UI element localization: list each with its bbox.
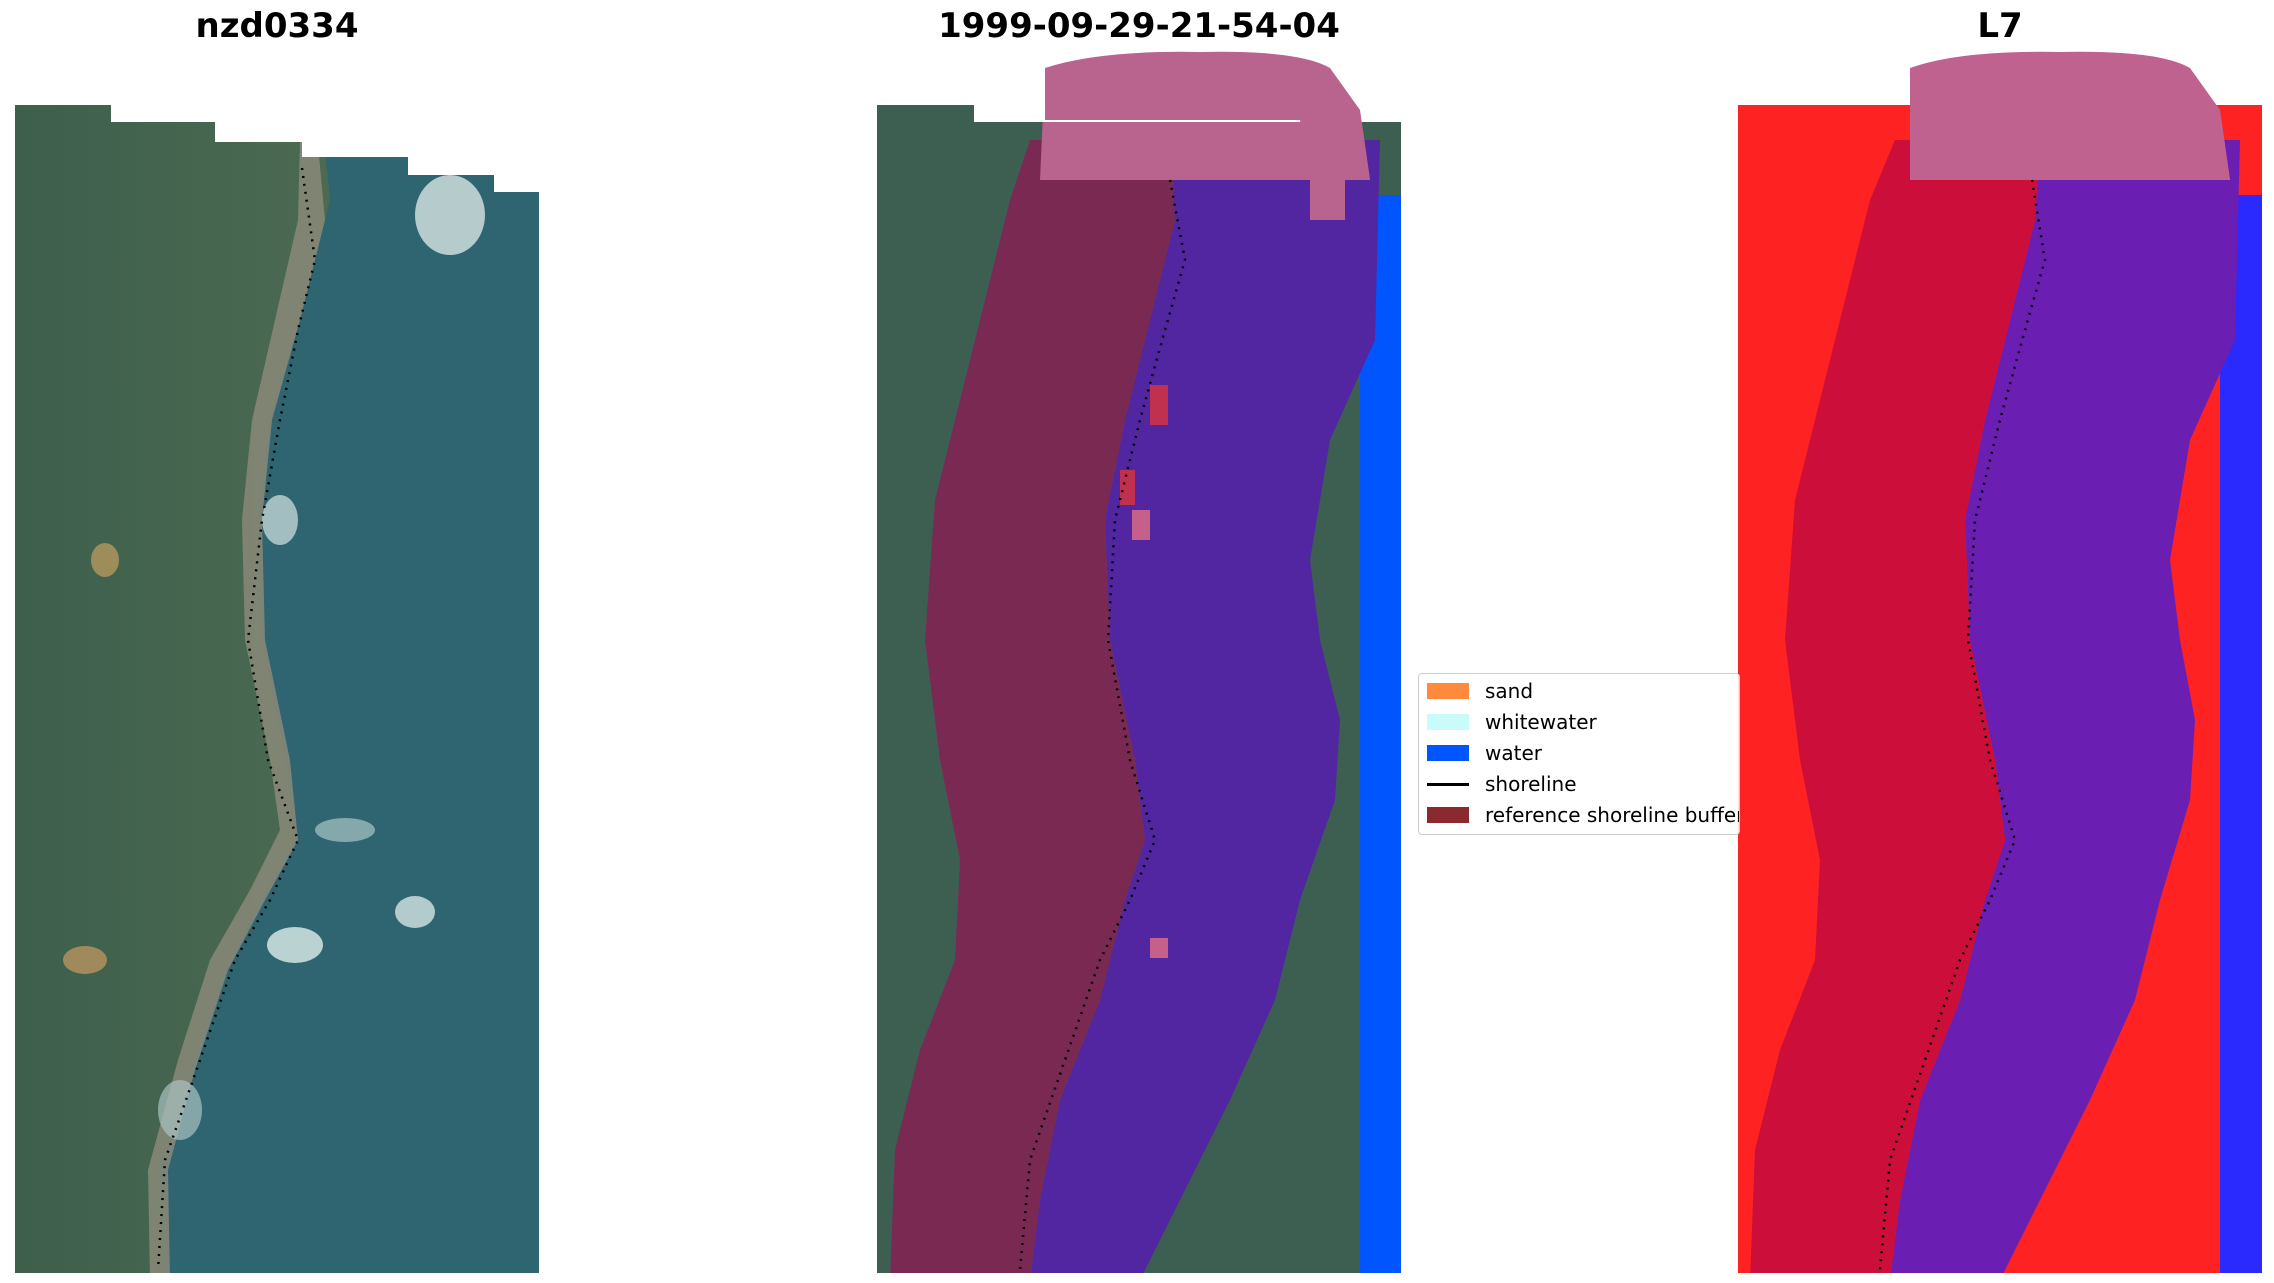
classified-image xyxy=(877,105,1401,1273)
shoreline-swatch xyxy=(1427,782,1469,786)
l7-image xyxy=(1738,105,2262,1273)
panel-title-rgb: nzd0334 xyxy=(195,6,359,46)
legend-label: water xyxy=(1485,741,1542,765)
whitewater-swatch xyxy=(1427,714,1469,730)
legend-item-whitewater: whitewater xyxy=(1427,707,1597,737)
legend-item-reference-buffer: reference shoreline buffer xyxy=(1427,800,1740,830)
legend-item-shoreline: shoreline xyxy=(1427,769,1577,799)
legend-label: whitewater xyxy=(1485,710,1597,734)
water-swatch xyxy=(1427,745,1469,761)
legend-item-sand: sand xyxy=(1427,676,1533,706)
panel-title-classified: 1999-09-29-21-54-04 xyxy=(938,6,1340,46)
legend-item-water: water xyxy=(1427,738,1542,768)
rgb-image xyxy=(15,105,539,1273)
legend-label: sand xyxy=(1485,679,1534,703)
legend-label: shoreline xyxy=(1485,772,1577,796)
legend-label: reference shoreline buffer xyxy=(1485,803,1740,827)
legend: sand whitewater water shoreline referenc… xyxy=(1418,673,1740,835)
sand-swatch xyxy=(1427,683,1469,699)
panel-title-satellite: L7 xyxy=(1977,6,2023,46)
reference-buffer-swatch xyxy=(1427,807,1469,823)
